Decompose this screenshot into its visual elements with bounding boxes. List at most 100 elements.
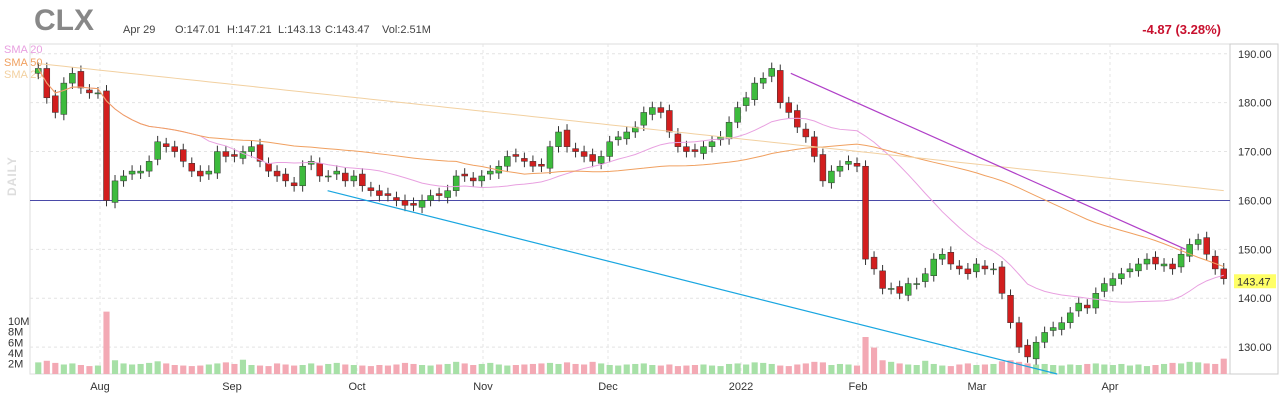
open-value: O:147.01 bbox=[175, 24, 221, 36]
volume-bar bbox=[802, 363, 809, 374]
candle-body bbox=[248, 146, 255, 152]
candle-body bbox=[231, 154, 238, 157]
candle-body bbox=[427, 195, 434, 201]
candle-body bbox=[845, 161, 852, 165]
x-tick-label: Dec bbox=[598, 381, 618, 393]
volume-bar bbox=[265, 366, 272, 374]
volume-bar bbox=[674, 366, 681, 374]
volume-bar bbox=[120, 363, 127, 374]
candle-body bbox=[205, 170, 213, 175]
candle-body bbox=[444, 190, 451, 198]
volume-bar bbox=[760, 362, 767, 374]
volume-bar bbox=[691, 365, 699, 374]
volume-bar bbox=[43, 360, 50, 374]
candle-body bbox=[367, 187, 375, 191]
volume-bar bbox=[384, 365, 392, 374]
volume-bar bbox=[1050, 365, 1057, 374]
volume-bar bbox=[1135, 364, 1142, 374]
volume-bar bbox=[768, 363, 775, 374]
candle-body bbox=[870, 256, 878, 270]
volume-bar bbox=[1195, 362, 1202, 374]
volume-bar bbox=[922, 360, 929, 374]
candle-body bbox=[734, 107, 741, 123]
volume-bar bbox=[1220, 358, 1227, 374]
volume-bar bbox=[1067, 364, 1074, 374]
volume-bar bbox=[1092, 363, 1099, 374]
candle-body bbox=[777, 70, 784, 103]
candle-body bbox=[256, 144, 264, 162]
candle-body bbox=[998, 266, 1006, 294]
candle-body bbox=[128, 170, 136, 175]
bar-date: Apr 29 bbox=[123, 24, 156, 36]
volume-bar bbox=[478, 363, 485, 374]
candle-body bbox=[111, 180, 119, 203]
volume-bar bbox=[495, 364, 502, 374]
volume-bar bbox=[444, 363, 451, 374]
candle-body bbox=[1169, 263, 1176, 270]
volume-bar bbox=[819, 362, 826, 374]
candle-body bbox=[94, 92, 102, 95]
volume-bar bbox=[299, 365, 306, 374]
volume-bar bbox=[888, 361, 895, 374]
volume-bar bbox=[1186, 361, 1193, 374]
candle-body bbox=[640, 112, 648, 126]
volume-bar bbox=[939, 365, 946, 374]
volume-bar bbox=[726, 363, 733, 374]
candle-body bbox=[478, 175, 485, 182]
candle-body bbox=[981, 265, 989, 270]
volume-bar bbox=[683, 365, 690, 374]
volume-bar bbox=[879, 360, 886, 374]
volume-bar bbox=[1143, 366, 1151, 374]
candle-body bbox=[410, 203, 417, 206]
candle-body bbox=[197, 170, 204, 177]
candle-body bbox=[1058, 322, 1065, 330]
last-price-label: 143.47 bbox=[1237, 276, 1271, 288]
candle-body bbox=[1118, 273, 1125, 279]
candle-body bbox=[1194, 239, 1202, 245]
candle-body bbox=[120, 175, 127, 182]
candle-body bbox=[572, 148, 579, 152]
volume-bar bbox=[111, 360, 119, 374]
volume-tick-label: 6M bbox=[8, 337, 23, 349]
candle-body bbox=[342, 172, 349, 182]
volume-bar bbox=[981, 364, 989, 374]
candle-body bbox=[691, 149, 699, 152]
volume-bar bbox=[512, 365, 519, 374]
candle-body bbox=[768, 68, 775, 77]
candle-body bbox=[1075, 302, 1082, 312]
volume-bar bbox=[777, 365, 784, 374]
volume-bar bbox=[453, 361, 460, 374]
volume-bar bbox=[956, 364, 963, 374]
x-tick-label: Aug bbox=[90, 381, 110, 393]
candle-body bbox=[1143, 258, 1151, 265]
volume-bar bbox=[273, 363, 281, 374]
volume-bar bbox=[154, 361, 161, 374]
volume-bar bbox=[205, 364, 212, 374]
volume-bar bbox=[1118, 363, 1125, 374]
candle-body bbox=[751, 82, 758, 100]
volume-bar bbox=[1126, 365, 1133, 374]
volume-bar bbox=[973, 365, 980, 374]
volume-bar bbox=[52, 362, 59, 374]
volume-bar bbox=[538, 363, 545, 374]
candle-body bbox=[606, 141, 613, 157]
volume-bar bbox=[657, 365, 664, 374]
volume-bar bbox=[325, 363, 332, 374]
candle-body bbox=[529, 161, 537, 167]
volume-bar bbox=[708, 365, 716, 374]
candle-body bbox=[1049, 327, 1057, 331]
candle-body bbox=[265, 163, 272, 172]
volume-bar bbox=[94, 365, 102, 374]
plot-frame bbox=[29, 43, 1231, 375]
candle-body bbox=[299, 165, 306, 187]
y-tick-label: 130.00 bbox=[1238, 342, 1272, 354]
candle-body bbox=[103, 90, 110, 201]
volume-bar bbox=[990, 363, 997, 374]
volume-bar bbox=[640, 363, 647, 374]
candle-body bbox=[69, 73, 76, 84]
volume-bar bbox=[649, 365, 656, 374]
volume-tick-label: 2M bbox=[8, 358, 23, 370]
volume-bar bbox=[581, 364, 588, 374]
volume-bar bbox=[751, 362, 758, 374]
